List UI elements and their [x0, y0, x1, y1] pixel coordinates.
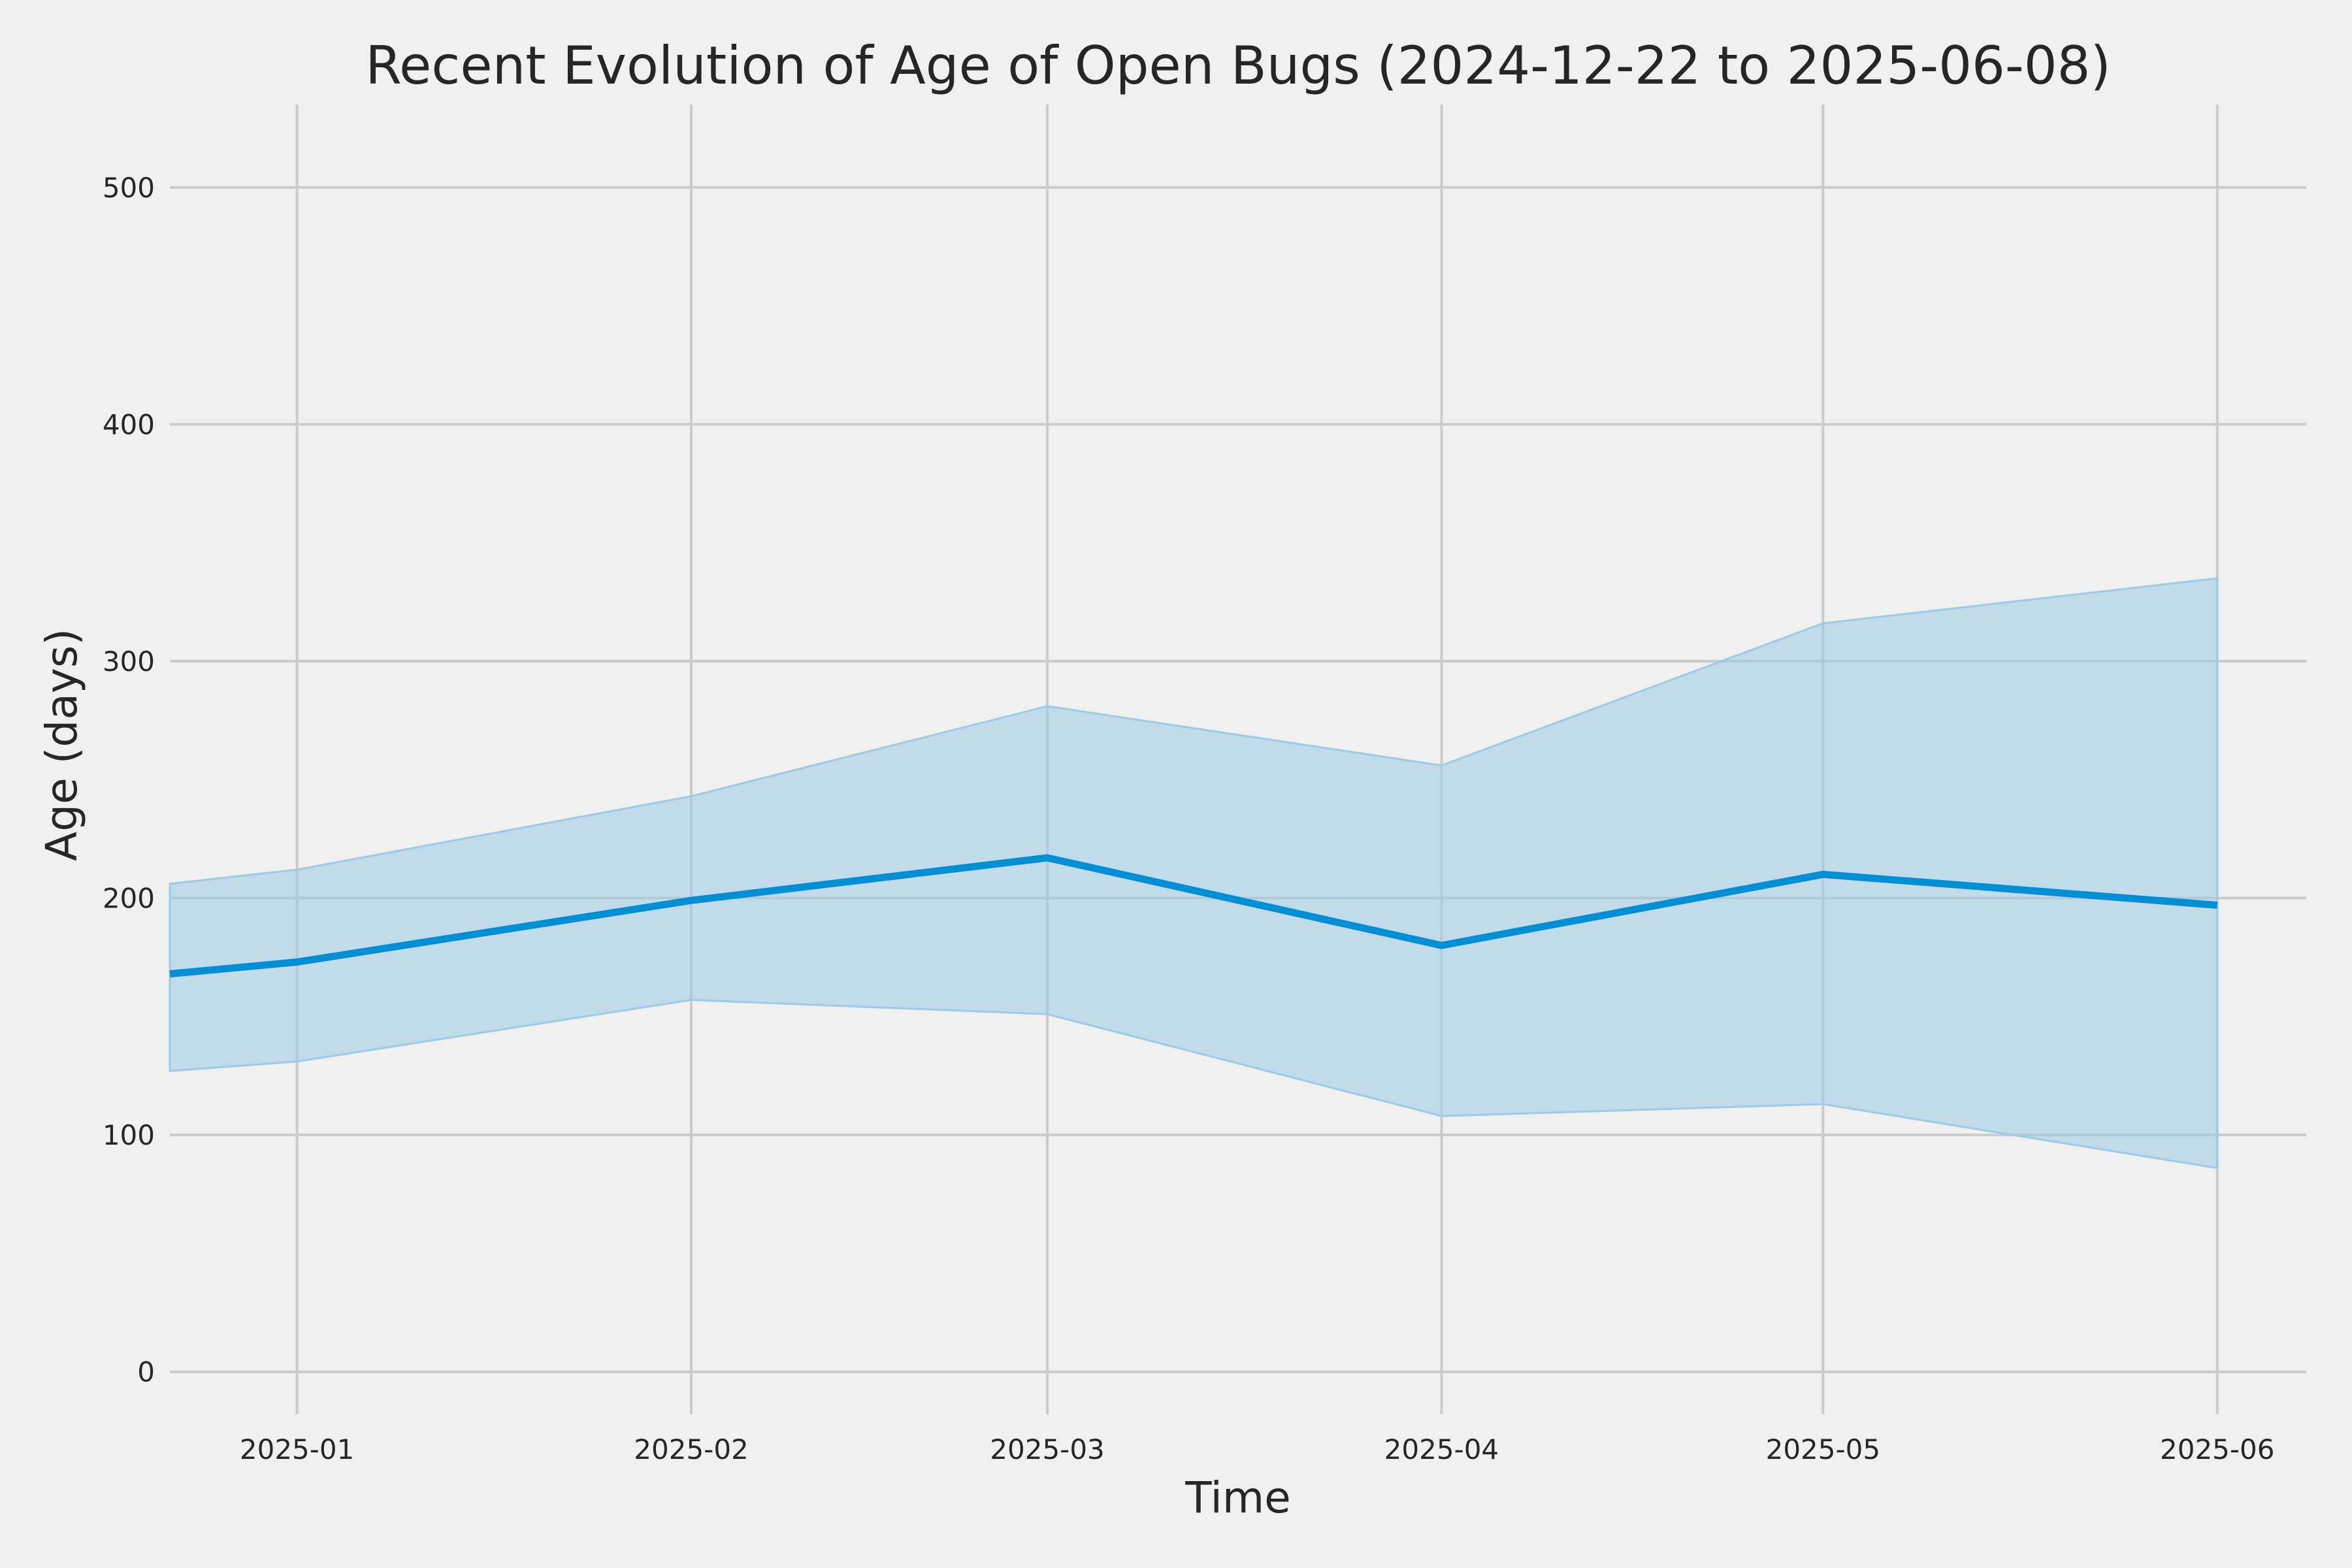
x-tick-label: 2025-01 [240, 1433, 355, 1465]
y-tick-label: 100 [103, 1119, 155, 1151]
x-axis-ticks: 2025-01 2025-02 2025-03 2025-04 2025-05 2025-… [240, 1433, 2275, 1465]
x-axis-label: Time [1184, 1473, 1291, 1523]
y-axis-ticks: 0 100 200 300 400 500 [103, 172, 155, 1388]
series-line [169, 854, 2218, 978]
y-tick-label: 300 [103, 645, 155, 678]
y-axis-label: Age (days) [37, 629, 87, 861]
x-tick-label: 2025-04 [1384, 1433, 1499, 1465]
x-tick-label: 2025-02 [634, 1433, 749, 1465]
y-tick-label: 0 [137, 1356, 155, 1388]
x-tick-label: 2025-06 [2160, 1433, 2275, 1465]
y-tick-label: 500 [103, 172, 155, 204]
x-tick-label: 2025-03 [990, 1433, 1105, 1465]
y-tick-label: 200 [103, 883, 155, 915]
x-tick-label: 2025-05 [1766, 1433, 1881, 1465]
confidence-band [169, 577, 2219, 1169]
chart-title: Recent Evolution of Age of Open Bugs (20… [365, 35, 2111, 96]
y-tick-label: 400 [103, 408, 155, 440]
